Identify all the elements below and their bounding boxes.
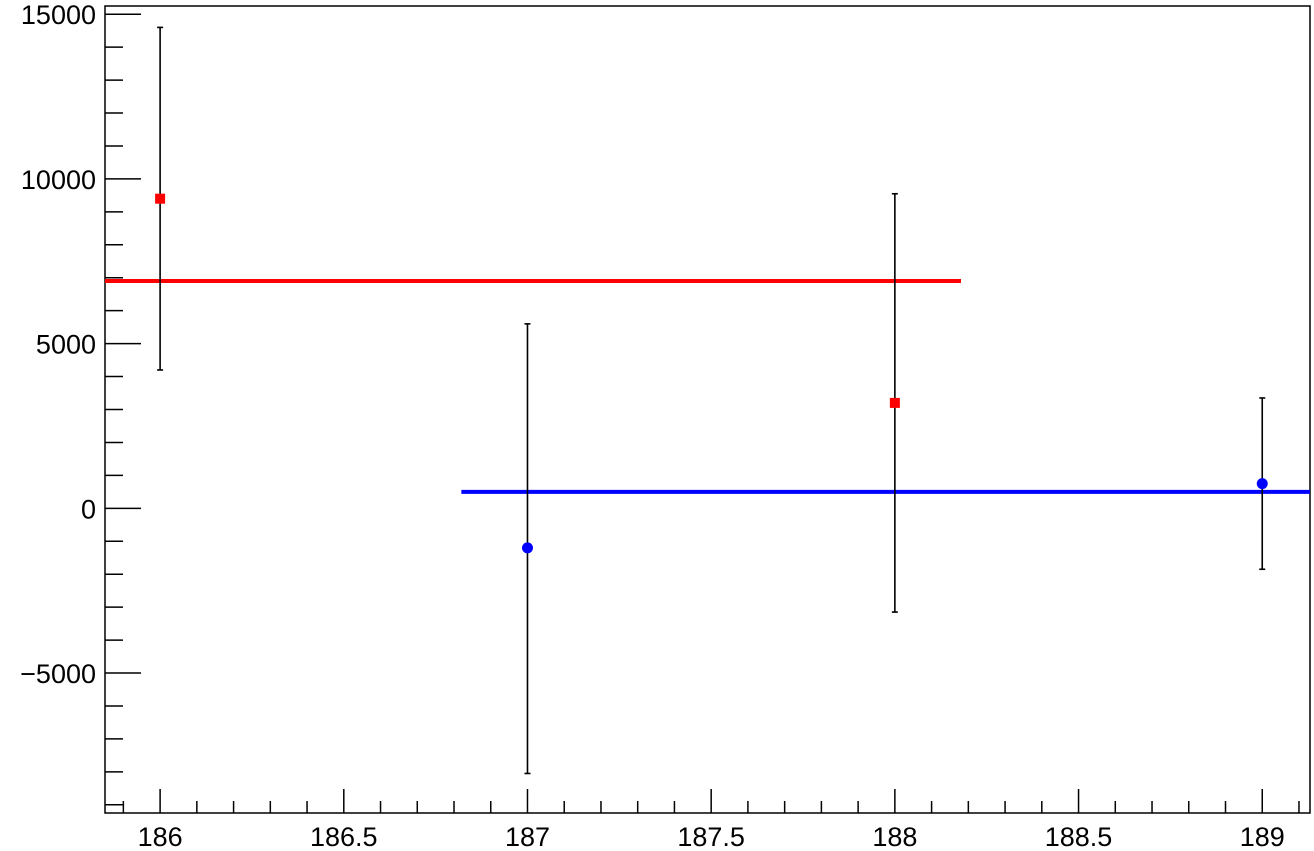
plot-frame <box>104 5 1311 814</box>
x-tick-label: 187 <box>505 822 550 851</box>
x-tick-label: 186.5 <box>310 822 378 851</box>
data-point <box>1256 478 1268 490</box>
x-tick-label: 189 <box>1240 822 1285 851</box>
y-tick-label: 5000 <box>36 330 96 360</box>
y-tick-label: 0 <box>81 494 96 524</box>
fit-lines <box>105 279 1310 494</box>
data-points <box>155 193 1268 554</box>
data-point <box>155 193 166 204</box>
x-tick-label: 187.5 <box>677 822 745 851</box>
x-tick-label: 188.5 <box>1045 822 1113 851</box>
y-tick-label: 15000 <box>21 0 96 30</box>
x-tick-label: 186 <box>138 822 183 851</box>
y-tick-label: −5000 <box>20 659 96 689</box>
x-tick-label: 188 <box>872 822 917 851</box>
data-point <box>889 397 900 408</box>
data-point <box>521 542 533 554</box>
axes: 186 186.5 187 187.5 188 188.5 189 −5000 0 5000 100… <box>20 0 1311 851</box>
error-bars <box>157 26 1266 775</box>
y-tick-label: 10000 <box>21 165 96 195</box>
